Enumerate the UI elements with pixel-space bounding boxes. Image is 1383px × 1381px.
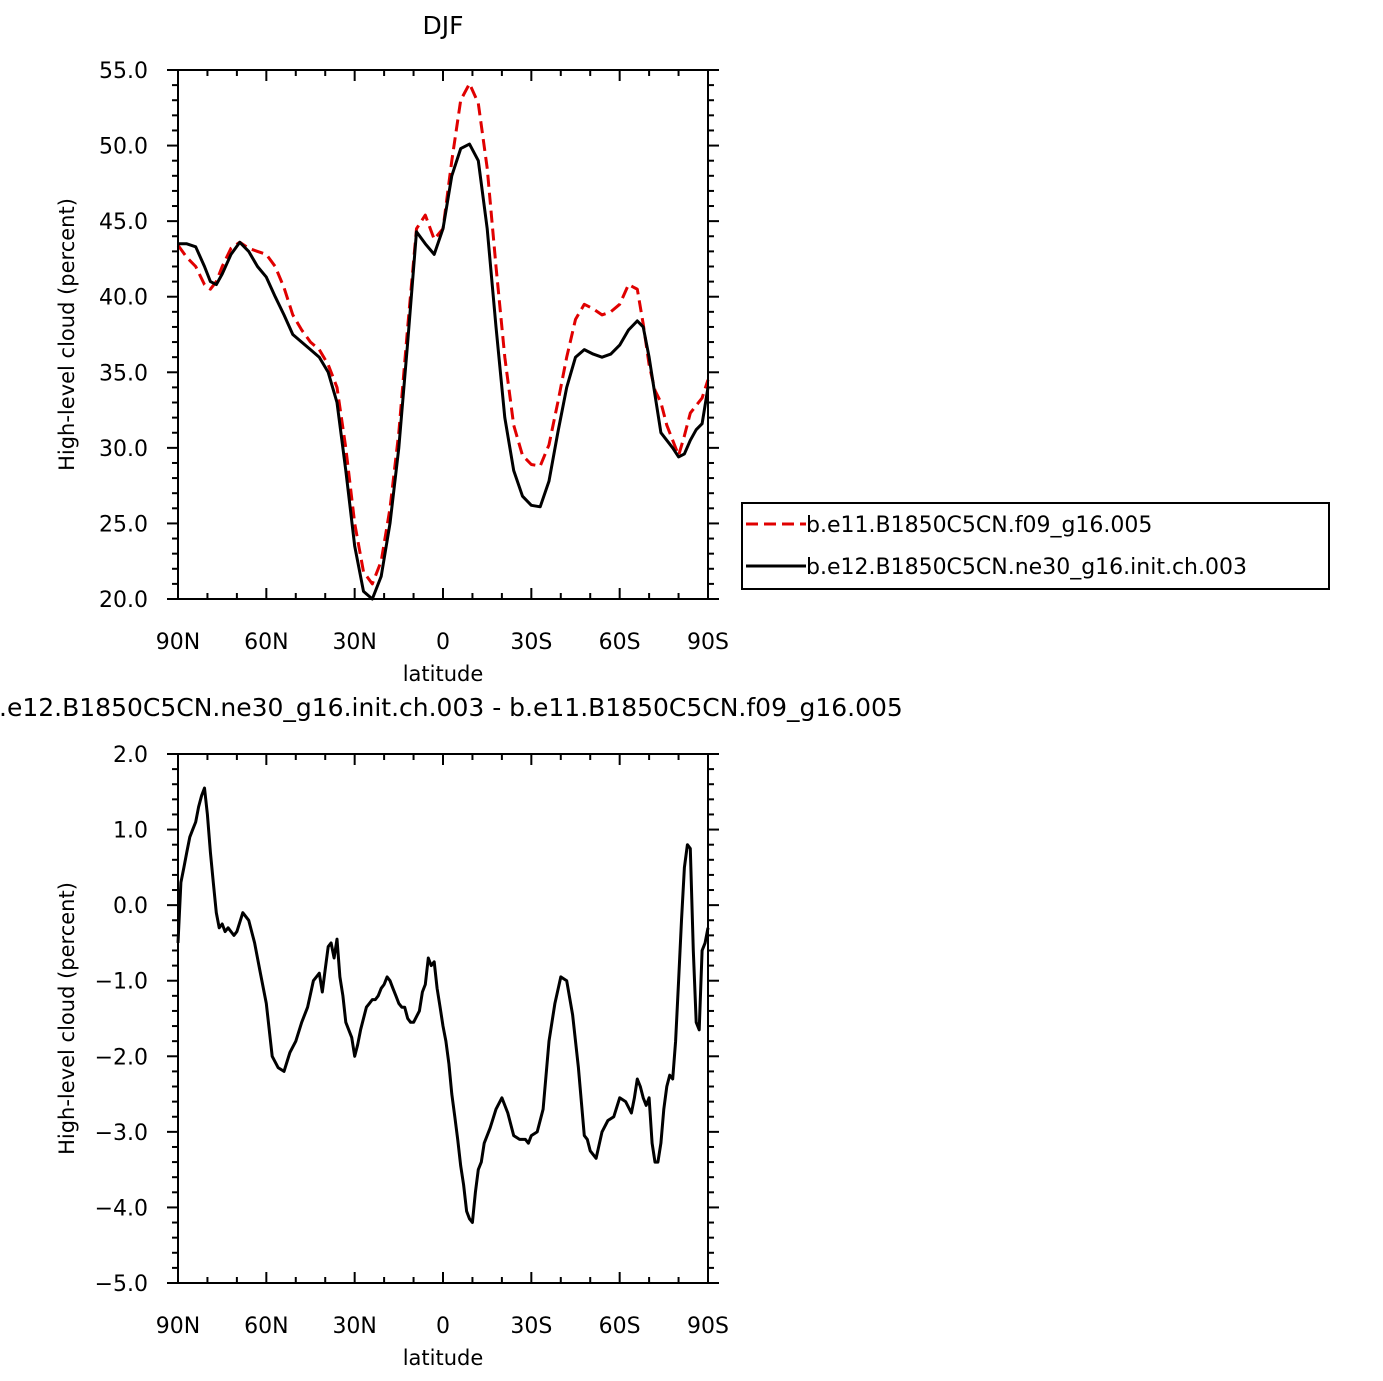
chart-title: DJF	[422, 11, 463, 40]
x-tick-label: 60S	[599, 630, 641, 655]
legend: b.e11.B1850C5CN.f09_g16.005 b.e12.B1850C5…	[741, 502, 1330, 590]
x-tick-label: 90N	[156, 1314, 200, 1339]
y-tick-label: 1.0	[113, 819, 148, 844]
x-tick-label: 90S	[687, 1314, 729, 1339]
y-tick-label: 20.0	[99, 588, 148, 613]
x-tick-label: 30S	[510, 630, 552, 655]
y-axis-label: High-level cloud (percent)	[55, 198, 79, 471]
y-tick-label: 0.0	[113, 894, 148, 919]
y-tick-label: −4.0	[95, 1196, 148, 1221]
y-tick-label: 2.0	[113, 743, 148, 768]
top-panel-line-chart: DJF 90N 60N 30N 0 30S 60S 90S latitude 20.0 25.0 30…	[55, 11, 729, 686]
legend-label-0: b.e11.B1850C5CN.f09_g16.005	[806, 513, 1152, 538]
x-tick-label: 60N	[244, 630, 288, 655]
y-tick-label: 35.0	[99, 361, 148, 386]
y-axis-label: High-level cloud (percent)	[55, 882, 79, 1155]
x-tick-label: 30N	[332, 1314, 376, 1339]
x-tick-label: 90S	[687, 630, 729, 655]
y-tick-label: 50.0	[99, 135, 148, 160]
x-tick-label: 60S	[599, 1314, 641, 1339]
x-tick-label: 60N	[244, 1314, 288, 1339]
legend-label-1: b.e12.B1850C5CN.ne30_g16.init.ch.003	[806, 555, 1247, 580]
series-line-1	[178, 142, 710, 601]
series-line-0	[176, 786, 710, 1224]
x-tick-label: 0	[436, 630, 450, 655]
x-tick-label: 30N	[332, 630, 376, 655]
x-tick-label: 0	[436, 1314, 450, 1339]
y-tick-label: −1.0	[95, 970, 148, 995]
y-tick-label: 55.0	[99, 59, 148, 84]
y-tick-label: 25.0	[99, 512, 148, 537]
plot-frame	[177, 69, 709, 600]
legend-box	[741, 502, 1330, 590]
y-tick-label: 30.0	[99, 437, 148, 462]
y-tick-label: −2.0	[95, 1045, 148, 1070]
chart-title: b.e12.B1850C5CN.ne30_g16.init.ch.003 - b…	[0, 693, 903, 722]
y-tick-label: −3.0	[95, 1121, 148, 1146]
bottom-panel-difference-chart: b.e12.B1850C5CN.ne30_g16.init.ch.003 - b…	[0, 693, 903, 1370]
x-tick-label: 90N	[156, 630, 200, 655]
x-axis-label: latitude	[403, 1346, 484, 1370]
x-axis-label: latitude	[403, 662, 484, 686]
series-line-0	[176, 82, 710, 586]
y-tick-label: −5.0	[95, 1272, 148, 1297]
y-tick-label: 40.0	[99, 286, 148, 311]
x-tick-label: 30S	[510, 1314, 552, 1339]
y-tick-label: 45.0	[99, 210, 148, 235]
